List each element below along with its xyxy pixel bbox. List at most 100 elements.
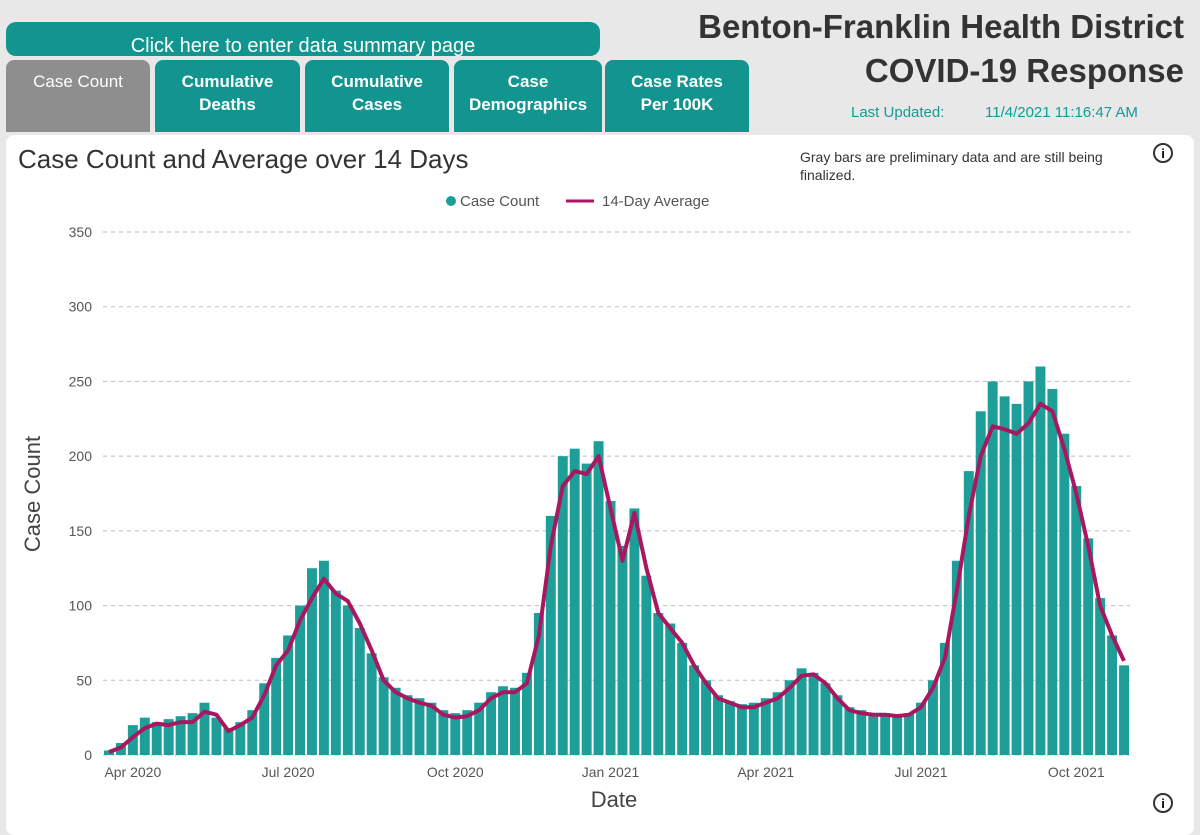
- bar: [307, 568, 317, 755]
- bar: [832, 695, 843, 755]
- note: Gray bars are preliminary data and are s…: [800, 149, 1103, 183]
- bar: [653, 613, 664, 755]
- bar: [892, 714, 903, 755]
- x-axis-label: Date: [591, 787, 637, 812]
- chart-title: Case Count and Average over 14 Days: [18, 144, 468, 174]
- bar: [629, 508, 640, 755]
- bar: [247, 710, 258, 755]
- bar: [677, 642, 688, 755]
- title: COVID-19 Response: [864, 52, 1184, 89]
- x-tick-label: Jan 2021: [582, 764, 640, 780]
- bar: [1107, 635, 1118, 755]
- bar: [521, 672, 532, 755]
- bar: [1011, 403, 1022, 755]
- bar: [856, 710, 867, 755]
- y-tick-label: 150: [69, 523, 93, 539]
- bar: [748, 702, 759, 755]
- bar: [665, 623, 676, 755]
- bar: [175, 716, 186, 755]
- bar: [724, 701, 735, 755]
- bar: [498, 686, 509, 755]
- bar: [927, 680, 938, 755]
- bar: [259, 683, 270, 755]
- info-icon[interactable]: i: [1153, 143, 1173, 163]
- x-tick-label: Apr 2020: [104, 764, 161, 780]
- bar: [235, 722, 246, 755]
- bar: [641, 575, 652, 755]
- x-tick-label: Jul 2021: [895, 764, 948, 780]
- bar: [187, 713, 198, 755]
- x-tick-label: Apr 2021: [737, 764, 794, 780]
- bar: [139, 717, 150, 755]
- bar: [689, 665, 700, 755]
- bar: [593, 441, 604, 755]
- bar: [271, 657, 282, 755]
- legend-label: 14-Day Average: [602, 193, 709, 210]
- x-tick-label: Oct 2021: [1048, 764, 1105, 780]
- bar: [963, 471, 974, 755]
- bar: [1047, 388, 1058, 755]
- bar: [987, 381, 998, 755]
- bar: [796, 668, 807, 755]
- bar: [904, 713, 915, 755]
- tab[interactable]: Cumulative Cases: [305, 60, 449, 132]
- bar: [438, 710, 449, 755]
- bar: [127, 725, 138, 755]
- bar: [1071, 486, 1082, 755]
- bar: [414, 698, 425, 755]
- bar: [295, 605, 306, 755]
- bar: [808, 672, 819, 755]
- bar: [163, 719, 174, 755]
- bar: [999, 396, 1010, 755]
- bar: [569, 448, 580, 755]
- bar: [581, 463, 592, 755]
- info-icon[interactable]: i: [1153, 793, 1173, 813]
- bar: [760, 698, 771, 755]
- y-tick-label: 350: [69, 224, 93, 240]
- bar: [390, 687, 401, 755]
- svg-text:i: i: [1161, 796, 1165, 811]
- bar: [366, 653, 377, 755]
- y-tick-label: 50: [76, 672, 92, 688]
- bar: [939, 642, 950, 755]
- bar: [151, 722, 162, 755]
- bar: [868, 713, 879, 755]
- updated-value: 11/4/2021 11:16:47 AM: [985, 104, 1138, 121]
- svg-text:i: i: [1161, 146, 1165, 161]
- legend-label: Case Count: [460, 193, 540, 210]
- tab[interactable]: Case Rates Per 100K: [605, 60, 749, 132]
- bar: [1095, 598, 1106, 755]
- summary-button[interactable]: Click here to enter data summary page: [6, 22, 600, 56]
- bar: [283, 635, 294, 755]
- y-tick-label: 0: [84, 747, 92, 763]
- bar: [1023, 381, 1034, 755]
- bar: [462, 710, 473, 755]
- legend-marker: [446, 196, 456, 206]
- tab[interactable]: Cumulative Deaths: [155, 60, 300, 132]
- tab[interactable]: Case Demographics: [454, 60, 602, 132]
- x-tick-label: Jul 2020: [262, 764, 315, 780]
- bar: [474, 702, 485, 755]
- bar: [354, 627, 365, 755]
- bar: [223, 728, 234, 755]
- bar: [330, 590, 341, 755]
- title: Benton-Franklin Health District: [698, 8, 1184, 45]
- bar: [402, 695, 413, 755]
- bar: [605, 500, 616, 755]
- y-axis-label: Case Count: [20, 436, 45, 552]
- tab[interactable]: Case Count: [6, 60, 150, 132]
- bar: [533, 613, 544, 755]
- bar: [557, 456, 568, 755]
- bar: [880, 713, 891, 755]
- bar: [784, 680, 795, 755]
- bar: [951, 560, 962, 755]
- bar: [1035, 366, 1046, 755]
- bar: [510, 687, 520, 755]
- note-box: Gray bars are preliminary data and are s…: [800, 149, 1103, 183]
- bar: [199, 702, 210, 755]
- bar: [378, 677, 389, 755]
- bar: [772, 692, 783, 755]
- y-tick-label: 100: [69, 598, 93, 614]
